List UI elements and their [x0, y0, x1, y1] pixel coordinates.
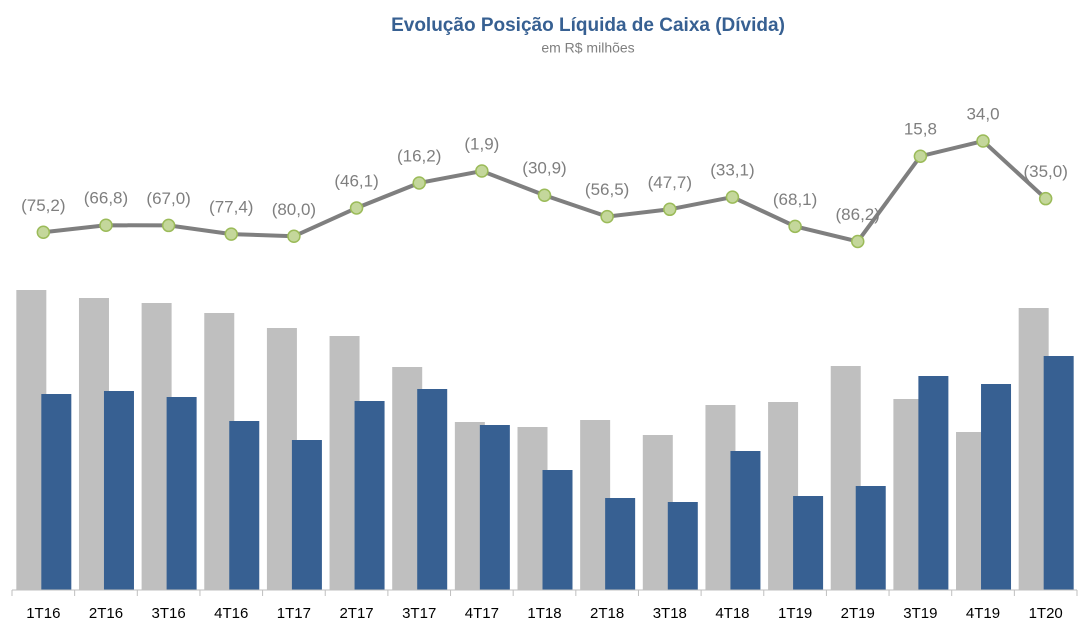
x-tick-label: 1T17: [277, 605, 311, 622]
bar: [103, 391, 134, 590]
x-tick-label: 2T16: [89, 605, 123, 622]
x-tick-label: 2T19: [841, 605, 875, 622]
x-tick-label: 1T16: [26, 605, 60, 622]
line-marker: [412, 176, 426, 190]
x-tick-label: 4T17: [465, 605, 499, 622]
x-tick-label: 3T18: [653, 605, 687, 622]
line-marker: [36, 225, 51, 240]
bar: [918, 376, 949, 590]
line-marker: [850, 234, 865, 249]
line-marker: [99, 218, 113, 233]
x-tick-label: 4T16: [214, 605, 248, 622]
data-label: (67,0): [146, 189, 190, 208]
x-tick-label: 1T18: [527, 605, 561, 622]
line-marker: [976, 134, 990, 148]
data-label: 34,0: [966, 104, 999, 123]
chart-title: Evolução Posição Líquida de Caixa (Dívid…: [391, 15, 785, 36]
chart-subtitle: em R$ milhões: [541, 40, 634, 56]
data-label: (86,2): [836, 205, 880, 224]
bar: [667, 502, 698, 590]
data-label: (75,2): [21, 196, 65, 215]
bar: [793, 496, 824, 590]
data-label: 15,8: [904, 120, 937, 139]
x-tick-label: 4T19: [966, 605, 1000, 622]
data-label: (66,8): [84, 189, 128, 208]
line-marker: [349, 201, 364, 215]
bar: [229, 421, 260, 590]
line-marker: [537, 188, 552, 203]
x-tick-label: 2T17: [339, 605, 373, 622]
x-tick-label: 3T19: [903, 605, 937, 622]
data-label: (33,1): [710, 161, 754, 180]
x-tick-label: 2T18: [590, 605, 624, 622]
line-marker: [913, 149, 928, 163]
bar: [1043, 356, 1074, 590]
line-marker: [1038, 191, 1053, 206]
line-marker: [161, 218, 176, 233]
data-label: (80,0): [272, 200, 316, 219]
bar: [855, 486, 886, 590]
x-tick-label: 3T16: [152, 605, 186, 622]
bar: [291, 440, 322, 590]
bar: [542, 470, 573, 590]
line-marker: [475, 164, 489, 178]
line-marker: [224, 227, 239, 241]
line-marker: [725, 190, 740, 204]
line-marker: [663, 202, 677, 217]
data-label: (46,1): [334, 171, 378, 190]
x-tick-label: 1T19: [778, 605, 812, 622]
data-label: (16,2): [397, 146, 441, 165]
bar: [479, 425, 510, 590]
bar: [417, 389, 448, 590]
data-label: (77,4): [209, 198, 253, 217]
bar: [354, 401, 385, 590]
data-label: (47,7): [648, 173, 692, 192]
x-tick-label: 1T20: [1029, 605, 1063, 622]
line-marker: [600, 209, 614, 224]
bar: [605, 498, 636, 590]
bar: [41, 394, 72, 590]
data-label: (35,0): [1023, 162, 1067, 181]
x-tick-label: 4T18: [715, 605, 749, 622]
data-label: (1,9): [464, 135, 499, 154]
line-marker: [788, 219, 802, 234]
data-label: (30,9): [522, 159, 566, 178]
line-marker: [287, 229, 301, 244]
bar: [166, 397, 197, 590]
x-tick-label: 3T17: [402, 605, 436, 622]
bar: [981, 384, 1012, 590]
data-label: (56,5): [585, 180, 629, 199]
data-label: (68,1): [773, 190, 817, 209]
bar: [730, 451, 761, 590]
